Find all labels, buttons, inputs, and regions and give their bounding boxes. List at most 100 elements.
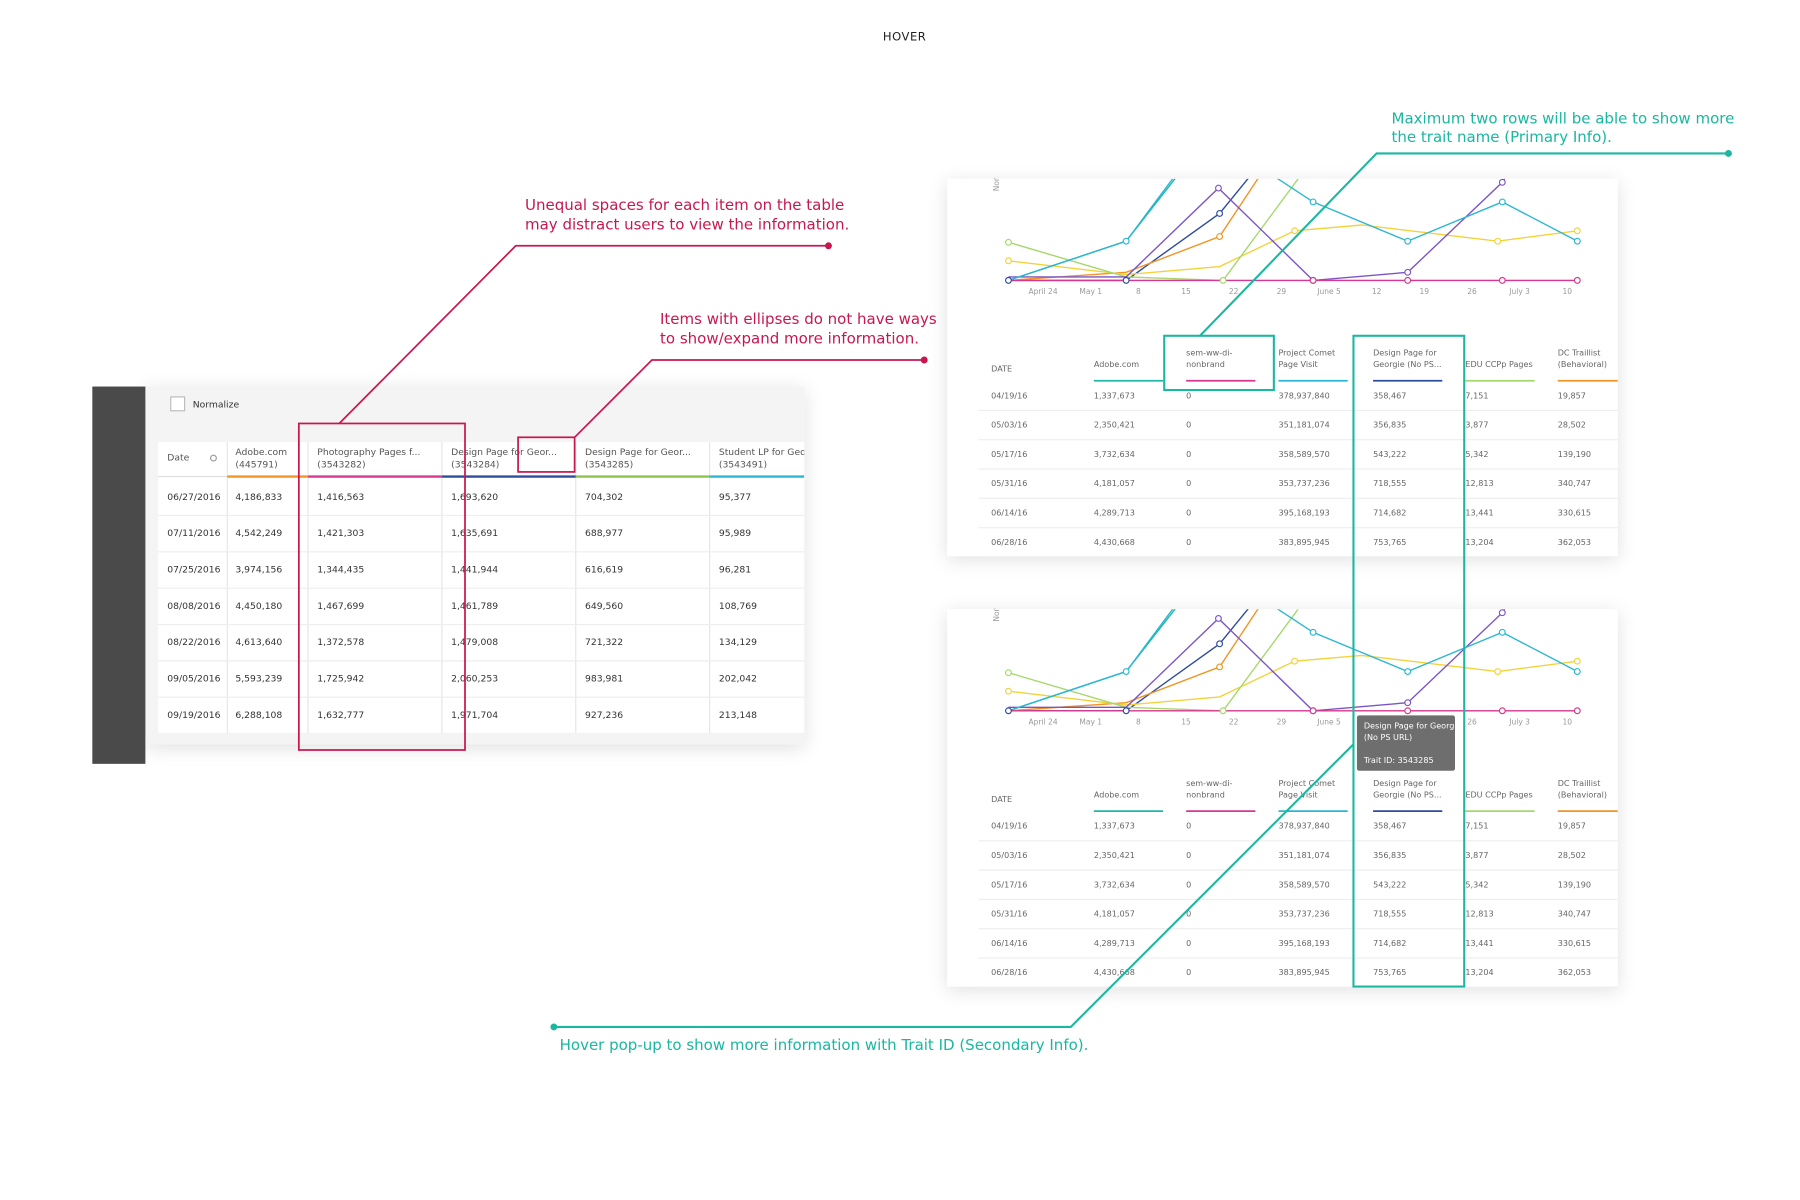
column-header: Design Page for Geor...	[585, 447, 691, 458]
column-header: DC Traillist	[1558, 779, 1601, 788]
normalize-label: Normalize	[193, 400, 240, 411]
table-cell: 1,479,008	[451, 637, 498, 648]
table-cell: 0	[1186, 822, 1191, 831]
table-cell: 04/19/16	[991, 822, 1027, 831]
table-cell: 4,450,180	[235, 601, 282, 612]
column-header: Georgie (No PS...	[1373, 360, 1442, 369]
x-axis-label: 22	[1229, 287, 1239, 296]
x-axis-label: 19	[1420, 287, 1430, 296]
table-cell: 2,350,421	[1094, 851, 1135, 860]
table-cell: 19,857	[1558, 822, 1586, 831]
table-cell: 353,737,236	[1278, 910, 1329, 919]
table-cell: 0	[1186, 391, 1191, 400]
table-cell: 356,835	[1373, 421, 1406, 430]
table-cell: 718,555	[1373, 910, 1406, 919]
column-header: (445791)	[235, 460, 277, 471]
table-cell: 3,732,634	[1094, 450, 1135, 459]
table-cell: 213,148	[719, 710, 757, 721]
x-axis-label: July 3	[1508, 287, 1530, 296]
column-header: Adobe.com	[1094, 360, 1139, 369]
column-header: DATE	[991, 795, 1012, 804]
table-cell: 4,289,713	[1094, 939, 1135, 948]
table-cell: 1,421,303	[317, 528, 364, 539]
tooltip-line: Design Page for Georgie	[1364, 721, 1462, 730]
table-cell: 362,053	[1558, 968, 1591, 977]
table-cell: 06/28/16	[991, 538, 1027, 547]
table-cell: 5,342	[1465, 880, 1488, 889]
table-cell: 1,372,578	[317, 637, 364, 648]
normalize-checkbox[interactable]	[170, 396, 186, 412]
y-axis-label: Nor	[992, 607, 1001, 621]
column-header: Project Comet	[1278, 349, 1335, 358]
table-cell: 1,632,777	[317, 710, 364, 721]
table-cell: 330,615	[1558, 509, 1591, 518]
column-header: EDU CCPp Pages	[1465, 791, 1532, 800]
column-header: (3543285)	[585, 460, 633, 471]
column-header: Adobe.com	[1094, 791, 1139, 800]
table-cell: 1,971,704	[451, 710, 498, 721]
table-cell: 616,619	[585, 565, 623, 576]
table-cell: 3,877	[1465, 421, 1488, 430]
table-cell: 1,467,699	[317, 601, 364, 612]
left-panel: Normalize Date Adobe.com (445791) Photograp…	[92, 386, 806, 764]
x-axis-label: 15	[1181, 717, 1191, 726]
column-header: sem-ww-di-	[1186, 349, 1232, 358]
table-cell: 4,289,713	[1094, 509, 1135, 518]
table-cell: 1,337,673	[1094, 822, 1135, 831]
table-cell: 395,168,193	[1278, 939, 1329, 948]
column-header: Design Page for	[1373, 779, 1437, 788]
column-header: EDU CCPp Pages	[1465, 360, 1532, 369]
table-cell: 378,937,840	[1278, 822, 1329, 831]
x-axis-label: April 24	[1029, 717, 1058, 726]
column-header: Page Visit	[1278, 791, 1317, 800]
x-axis-label: April 24	[1029, 287, 1058, 296]
x-axis-label: 10	[1562, 717, 1572, 726]
table-cell: 0	[1186, 968, 1191, 977]
table-cell: 358,589,570	[1278, 450, 1329, 459]
page-title: HOVER	[883, 29, 927, 43]
table-cell: 362,053	[1558, 538, 1591, 547]
x-axis-label: 10	[1562, 287, 1572, 296]
table-cell: 2,350,421	[1094, 421, 1135, 430]
table-cell: 13,441	[1465, 939, 1493, 948]
table-cell: 08/22/2016	[167, 637, 220, 648]
table-cell: 108,769	[719, 601, 757, 612]
table-cell: 753,765	[1373, 968, 1406, 977]
column-header: Georgie (No PS...	[1373, 791, 1442, 800]
table-cell: 1,441,944	[451, 565, 498, 576]
column-header: nonbrand	[1186, 360, 1225, 369]
table-cell: 543,222	[1373, 880, 1406, 889]
y-axis-label: Nor	[992, 177, 1001, 191]
column-header: DC Traillist	[1558, 349, 1601, 358]
table-cell: 1,461,789	[451, 601, 498, 612]
table-cell: 358,467	[1373, 822, 1406, 831]
table-cell: 4,186,833	[235, 492, 282, 503]
table-cell: 4,181,057	[1094, 910, 1135, 919]
table-cell: 09/19/2016	[167, 710, 220, 721]
table-cell: 139,190	[1558, 880, 1591, 889]
table-cell: 05/31/16	[991, 910, 1027, 919]
tooltip-line: (No PS URL)	[1364, 733, 1412, 742]
table-cell: 395,168,193	[1278, 509, 1329, 518]
table-cell: 12,813	[1465, 479, 1493, 488]
table-cell: 05/03/16	[991, 421, 1027, 430]
table-cell: 1,725,942	[317, 674, 364, 685]
annotation: to show/expand more information.	[660, 330, 919, 348]
table-cell: 28,502	[1558, 851, 1586, 860]
column-header: Design Page for	[1373, 349, 1437, 358]
table-cell: 12,813	[1465, 910, 1493, 919]
table-cell: 05/03/16	[991, 851, 1027, 860]
table-cell: 1,693,620	[451, 492, 498, 503]
table-cell: 5,342	[1465, 450, 1488, 459]
table-cell: 0	[1186, 538, 1191, 547]
annotation: Unequal spaces for each item on the tabl…	[525, 196, 844, 214]
annotation: Hover pop-up to show more information wi…	[560, 1036, 1089, 1054]
column-header: Photography Pages f...	[317, 447, 420, 458]
table-cell: 649,560	[585, 601, 623, 612]
column-header: Student LP for Geo	[719, 447, 806, 458]
table-cell: 3,877	[1465, 851, 1488, 860]
table-cell: 06/28/16	[991, 968, 1027, 977]
table-cell: 08/08/2016	[167, 601, 220, 612]
x-axis-label: 8	[1136, 287, 1141, 296]
